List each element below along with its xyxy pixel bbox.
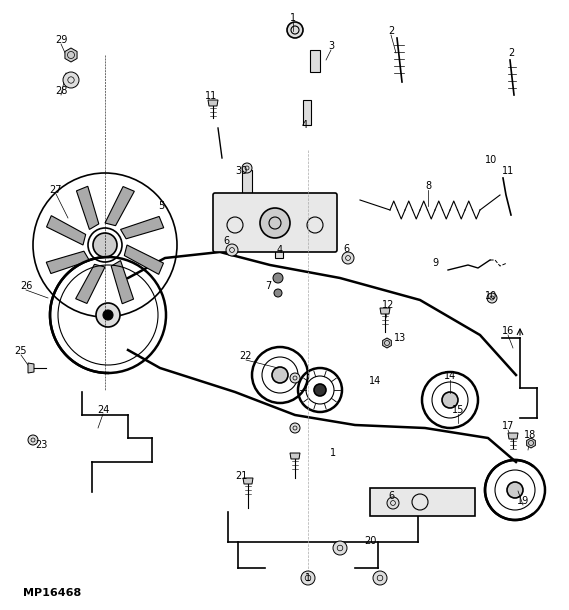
- Text: 1: 1: [330, 448, 336, 458]
- Text: 27: 27: [50, 185, 62, 195]
- Circle shape: [314, 384, 326, 396]
- Circle shape: [507, 482, 523, 498]
- Text: 7: 7: [265, 281, 271, 291]
- Polygon shape: [28, 363, 34, 373]
- Circle shape: [274, 289, 282, 297]
- Polygon shape: [111, 260, 134, 304]
- Polygon shape: [290, 453, 300, 459]
- Text: 6: 6: [223, 236, 229, 246]
- Text: 10: 10: [485, 155, 497, 165]
- Polygon shape: [124, 245, 163, 274]
- Bar: [275, 238, 283, 258]
- Text: 24: 24: [97, 405, 109, 415]
- Text: 26: 26: [20, 281, 32, 291]
- Text: 15: 15: [452, 405, 464, 415]
- Text: 19: 19: [517, 496, 529, 506]
- Bar: [310, 50, 320, 72]
- Text: 30: 30: [235, 166, 247, 176]
- Circle shape: [103, 310, 113, 320]
- Text: 6: 6: [343, 244, 349, 254]
- Text: 21: 21: [235, 471, 247, 481]
- Circle shape: [342, 252, 354, 264]
- Text: 16: 16: [502, 326, 514, 336]
- Polygon shape: [76, 186, 99, 229]
- Polygon shape: [105, 187, 134, 226]
- Text: 2: 2: [388, 26, 394, 36]
- Text: 14: 14: [444, 371, 456, 381]
- Text: 11: 11: [502, 166, 514, 176]
- Polygon shape: [380, 308, 390, 314]
- Polygon shape: [208, 100, 218, 106]
- Text: 28: 28: [55, 86, 67, 96]
- Text: 25: 25: [15, 346, 27, 356]
- Text: MP16468: MP16468: [23, 588, 81, 598]
- Polygon shape: [243, 478, 253, 484]
- Text: 18: 18: [524, 430, 536, 440]
- Circle shape: [272, 367, 288, 383]
- Bar: [370, 488, 475, 516]
- Text: 5: 5: [158, 201, 164, 211]
- Circle shape: [260, 208, 290, 238]
- Polygon shape: [76, 264, 105, 303]
- Text: 17: 17: [502, 421, 514, 431]
- Circle shape: [273, 273, 283, 283]
- Text: 4: 4: [277, 245, 283, 255]
- Text: 6: 6: [388, 491, 394, 501]
- Circle shape: [290, 423, 300, 433]
- Text: 14: 14: [369, 376, 381, 386]
- Circle shape: [333, 541, 347, 555]
- Text: 23: 23: [35, 440, 47, 450]
- Text: 13: 13: [394, 333, 406, 343]
- Circle shape: [226, 244, 238, 256]
- Circle shape: [96, 303, 120, 327]
- Text: 2: 2: [508, 48, 514, 58]
- Polygon shape: [46, 251, 89, 273]
- Bar: [303, 100, 311, 125]
- Circle shape: [287, 22, 303, 38]
- Circle shape: [387, 497, 399, 509]
- Polygon shape: [508, 433, 518, 439]
- Text: 10: 10: [485, 291, 497, 301]
- Circle shape: [290, 373, 300, 383]
- Text: 1: 1: [290, 13, 296, 23]
- Polygon shape: [47, 216, 86, 245]
- Circle shape: [28, 435, 38, 445]
- Text: 8: 8: [425, 181, 431, 191]
- Text: 4: 4: [302, 120, 308, 130]
- Polygon shape: [121, 217, 164, 239]
- Text: 29: 29: [55, 35, 67, 45]
- Circle shape: [242, 163, 252, 173]
- Text: 3: 3: [328, 41, 334, 51]
- Circle shape: [442, 392, 458, 408]
- Text: 1: 1: [305, 573, 311, 583]
- Circle shape: [63, 72, 79, 88]
- Circle shape: [301, 571, 315, 585]
- Bar: [242, 170, 252, 194]
- Circle shape: [93, 233, 117, 257]
- FancyBboxPatch shape: [213, 193, 337, 252]
- Text: 22: 22: [240, 351, 252, 361]
- Text: 11: 11: [205, 91, 217, 101]
- Circle shape: [487, 293, 497, 303]
- Text: 12: 12: [382, 300, 394, 310]
- Circle shape: [373, 571, 387, 585]
- Text: 20: 20: [364, 536, 376, 546]
- Text: 9: 9: [432, 258, 438, 268]
